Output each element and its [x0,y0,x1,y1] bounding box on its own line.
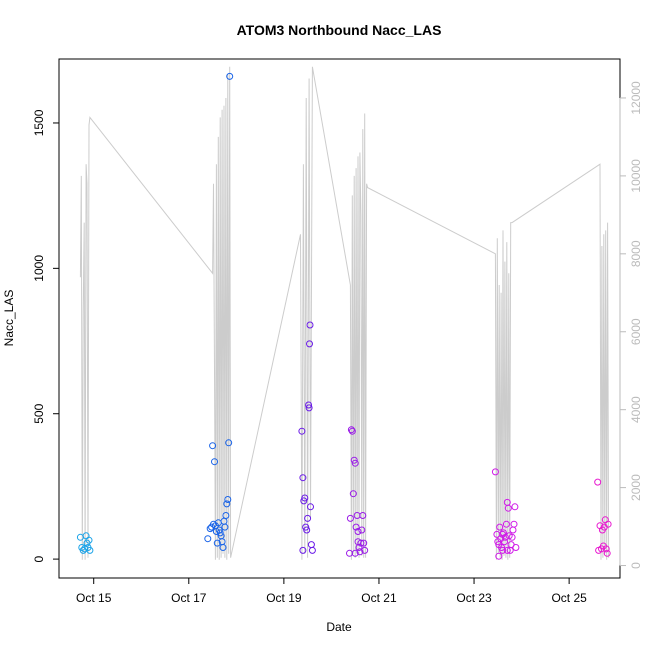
x-tick-label: Oct 19 [266,591,302,605]
y2-axis: 0 2000 4000 6000 8000 10000 12000 [619,81,643,569]
y2-tick-label: 12000 [629,81,643,115]
y2-tick-label: 4000 [629,396,643,423]
data-point [213,539,221,547]
y-axis-label: Nacc_LAS [2,290,16,347]
x-tick-label: Oct 17 [171,591,207,605]
data-point [308,546,316,554]
x-axis-label: Date [326,620,352,634]
data-point [206,525,214,533]
data-point [210,520,217,528]
data-point [306,340,313,348]
x-tick-label: Oct 23 [456,591,492,605]
data-point [221,523,229,531]
data-point [491,468,499,476]
y2-tick-label: 0 [629,562,643,569]
data-point [300,497,308,505]
y2-tick-label: 8000 [629,240,643,267]
data-point [352,523,360,531]
data-point [511,503,519,511]
data-point [499,546,507,554]
data-point [349,490,357,498]
data-point [298,427,306,435]
data-point [216,529,224,537]
data-point [508,533,516,541]
data-point [204,535,212,543]
data-point [225,439,233,447]
data-point [358,526,366,534]
scatter-points [76,72,612,560]
data-point [498,544,506,551]
data-point [301,494,309,502]
data-point [354,528,362,535]
data-point [500,529,507,537]
data-point [501,538,508,546]
data-point [603,549,611,557]
data-point [226,72,234,80]
data-point [307,503,314,511]
data-point [303,526,311,534]
x-tick-label: Oct 21 [361,591,397,605]
data-point [604,520,612,528]
data-point [499,530,507,538]
data-point [359,512,367,519]
data-point [355,544,363,551]
data-point [209,442,217,450]
data-point [346,514,354,522]
data-point [299,546,307,554]
data-point [496,523,504,531]
data-point [223,500,231,508]
data-point [85,536,93,544]
data-point [347,426,355,434]
y-tick-label: 500 [32,403,46,423]
data-point [510,520,518,528]
x-tick-label: Oct 15 [76,591,112,605]
data-point [351,459,359,467]
y-tick-label: 1000 [32,255,46,282]
data-point [350,456,358,464]
y-tick-label: 1500 [32,109,46,136]
data-point [504,504,512,512]
data-point [299,474,307,482]
chart-title: ATOM3 Northbound Nacc_LAS [237,22,442,38]
line-series-path [79,66,610,560]
data-point [222,512,230,519]
data-point [495,552,503,560]
data-point [305,404,313,412]
y-tick-label: 0 [32,555,46,562]
y2-tick-label: 2000 [629,474,643,501]
data-point [348,427,356,435]
data-point [304,514,312,522]
line-series [79,66,610,560]
data-point [357,539,365,547]
y2-tick-label: 6000 [629,318,643,345]
data-point [356,548,364,556]
x-axis: Oct 15 Oct 17 Oct 19 Oct 21 Oct 23 Oct 25 [76,577,587,605]
data-point [361,546,369,554]
y-axis: 0 500 1000 1500 [32,109,60,562]
data-point [86,546,94,554]
data-point [502,520,510,528]
x-tick-label: Oct 25 [551,591,587,605]
data-point [306,321,314,329]
data-point [602,545,610,553]
data-point [594,478,602,486]
data-point [219,544,227,551]
data-point [302,523,310,531]
data-point [503,546,511,554]
data-point [305,401,313,409]
y2-tick-label: 10000 [629,159,643,193]
data-point [211,458,218,466]
data-point [512,544,520,551]
data-point [351,549,359,557]
data-point [224,496,232,503]
data-point [360,539,368,547]
